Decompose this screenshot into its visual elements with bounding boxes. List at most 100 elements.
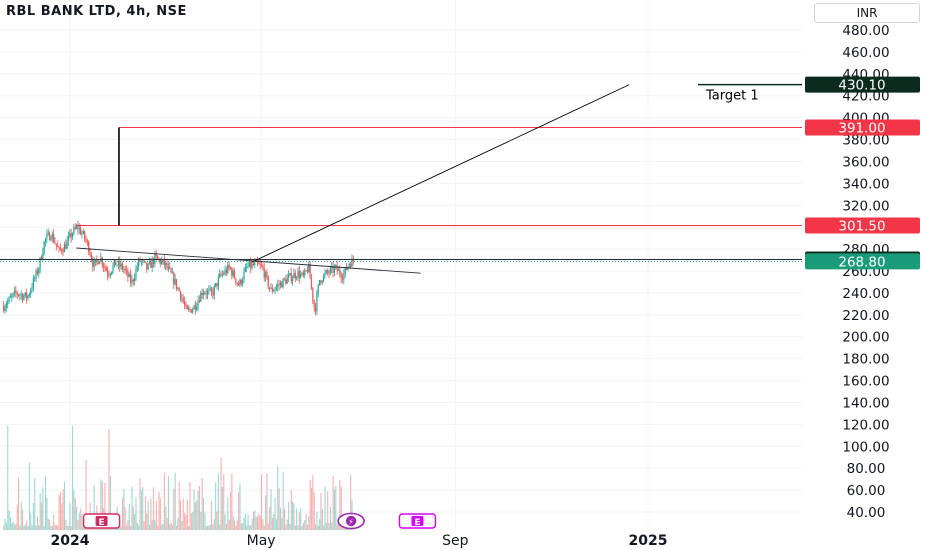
candle-body bbox=[327, 270, 329, 273]
candle-body bbox=[281, 282, 283, 288]
volume-bar bbox=[158, 491, 160, 530]
candle-body bbox=[271, 287, 273, 292]
volume-bar bbox=[256, 516, 259, 530]
volume-bar bbox=[155, 500, 157, 530]
volume-bar bbox=[109, 475, 111, 530]
volume-bar bbox=[138, 525, 140, 530]
candle-body bbox=[208, 289, 210, 291]
volume-bar bbox=[62, 489, 64, 530]
candle-body bbox=[38, 268, 40, 274]
candle-body bbox=[185, 304, 187, 306]
volume-bar bbox=[279, 507, 282, 530]
volume-bar bbox=[59, 491, 61, 530]
volume-bar bbox=[224, 514, 226, 530]
y-tick-label: 80.00 bbox=[847, 461, 886, 477]
candle-body bbox=[252, 263, 255, 266]
volume-bar bbox=[290, 490, 292, 530]
candle-body bbox=[17, 294, 20, 296]
volume-bar bbox=[273, 514, 275, 530]
volume-bar bbox=[143, 521, 145, 530]
volume-bar bbox=[140, 490, 142, 530]
volume-bar bbox=[72, 425, 74, 530]
volume-bar bbox=[78, 512, 80, 530]
volume-bar bbox=[255, 517, 257, 530]
candle-body bbox=[54, 242, 56, 244]
volume-bar bbox=[128, 503, 130, 530]
candle-body bbox=[301, 272, 303, 275]
candle-body bbox=[277, 284, 279, 287]
volume-bar bbox=[173, 488, 175, 530]
candle-body bbox=[324, 273, 326, 275]
candle-body bbox=[150, 261, 152, 268]
candle-body bbox=[196, 306, 198, 310]
candle-body bbox=[282, 278, 284, 288]
volume-bar bbox=[42, 487, 44, 530]
candle-body bbox=[320, 280, 322, 283]
volume-bar bbox=[192, 512, 194, 530]
earnings-event-badge bbox=[411, 516, 424, 526]
candle-body bbox=[333, 267, 336, 273]
y-tick-label: 200.00 bbox=[842, 330, 889, 346]
candle-body bbox=[205, 293, 207, 295]
volume-bar bbox=[281, 517, 283, 530]
volume-bar bbox=[202, 497, 205, 530]
volume-bar bbox=[101, 481, 103, 530]
candle-body bbox=[94, 259, 97, 262]
x-tick-label: Sep bbox=[442, 533, 469, 549]
volume-bar bbox=[220, 457, 222, 530]
volume-bar bbox=[327, 491, 329, 530]
volume-bar bbox=[67, 525, 70, 530]
volume-bar bbox=[235, 525, 237, 530]
candle-body bbox=[340, 274, 342, 279]
candle-body bbox=[300, 274, 302, 278]
candle-body bbox=[317, 285, 319, 294]
volume-bar bbox=[315, 524, 317, 530]
volume-bar bbox=[196, 500, 198, 530]
volume-bar bbox=[35, 525, 37, 530]
candle-body bbox=[321, 281, 323, 283]
volume-bar bbox=[45, 475, 47, 530]
candle-body bbox=[343, 273, 345, 280]
candle-body bbox=[278, 284, 280, 286]
candle-body bbox=[5, 304, 7, 308]
volume-bar bbox=[232, 516, 234, 530]
volume-bar bbox=[147, 500, 149, 530]
volume-bar bbox=[175, 525, 178, 530]
volume-bar bbox=[251, 518, 253, 530]
candle-body bbox=[65, 244, 67, 249]
candle-body bbox=[50, 238, 52, 241]
volume-bar bbox=[200, 512, 202, 530]
candle-body bbox=[63, 244, 66, 253]
volume-bar bbox=[300, 508, 302, 530]
candle-body bbox=[61, 249, 63, 252]
candle-body bbox=[332, 266, 334, 273]
volume-bar bbox=[22, 509, 24, 530]
volume-bar bbox=[321, 509, 323, 530]
currency-selector[interactable]: INR bbox=[814, 3, 920, 23]
candle-body bbox=[318, 280, 321, 286]
candle-body bbox=[51, 234, 53, 239]
candle-body bbox=[283, 278, 286, 280]
y-tick-label: 220.00 bbox=[842, 308, 889, 324]
volume-bar bbox=[301, 525, 303, 530]
volume-bar bbox=[246, 525, 248, 530]
volume-bar bbox=[329, 506, 331, 530]
candle-body bbox=[345, 267, 348, 270]
volume-bar bbox=[305, 513, 307, 530]
price-tag-391-00 bbox=[805, 119, 920, 136]
candle-body bbox=[336, 265, 338, 271]
symbol-title[interactable]: RBL BANK LTD, 4h, NSE bbox=[6, 4, 187, 19]
candle-body bbox=[232, 270, 234, 276]
candle-body bbox=[192, 309, 194, 313]
candle-body bbox=[186, 305, 188, 310]
candle-body bbox=[204, 293, 206, 295]
volume-bar bbox=[85, 459, 87, 530]
candle-body bbox=[235, 278, 237, 283]
descending-trendline bbox=[76, 247, 421, 274]
y-tick-label: 100.00 bbox=[842, 439, 889, 455]
candle-body bbox=[32, 278, 34, 288]
volume-bar bbox=[271, 517, 273, 530]
y-tick-label: 120.00 bbox=[842, 417, 889, 433]
